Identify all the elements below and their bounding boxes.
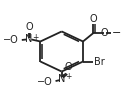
- Text: O: O: [90, 14, 97, 24]
- Text: Br: Br: [94, 57, 105, 67]
- Text: O: O: [26, 22, 33, 32]
- Text: O: O: [65, 62, 72, 72]
- Text: −O: −O: [37, 77, 52, 87]
- Text: O: O: [100, 28, 108, 38]
- Text: −: −: [112, 28, 121, 38]
- Text: N: N: [25, 35, 32, 44]
- Text: +: +: [65, 72, 72, 81]
- Text: −O: −O: [3, 35, 19, 45]
- Text: N: N: [58, 74, 65, 84]
- Text: +: +: [32, 33, 39, 42]
